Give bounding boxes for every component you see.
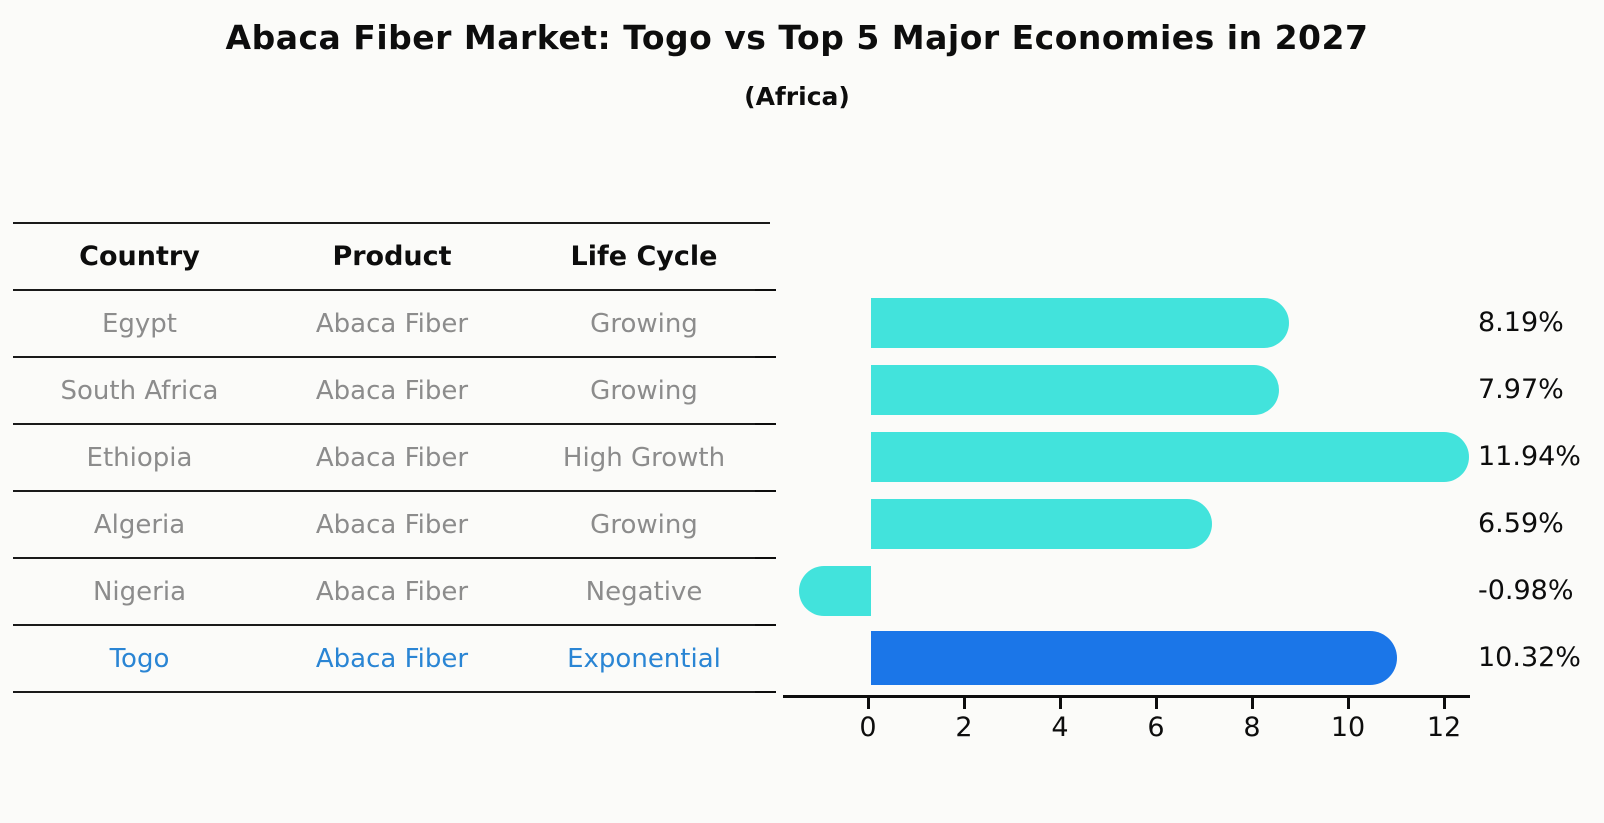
- value-label-south-africa: 7.97%: [1478, 373, 1564, 405]
- page-subtitle: (Africa): [744, 82, 850, 111]
- table-row-cell-country: Ethiopia: [86, 442, 193, 473]
- value-label-nigeria: -0.98%: [1478, 574, 1574, 606]
- table-row-cell-country: Egypt: [101, 308, 178, 339]
- table-header-row-cell-life-cycle: Life Cycle: [570, 241, 718, 272]
- y-axis-tick: [755, 624, 776, 626]
- bar-algeria: [871, 498, 1213, 549]
- x-axis-tick-label: 4: [1051, 712, 1069, 743]
- x-axis-tick: [1346, 698, 1350, 709]
- y-axis-tick: [755, 356, 776, 358]
- table-row-highlight: Togo Abaca Fiber Exponential: [13, 626, 770, 693]
- x-axis-tick: [866, 698, 870, 709]
- table-row-cell-product: Abaca Fiber: [315, 509, 469, 540]
- data-table: Country Product Life Cycle Egypt Abaca Fiber…: [13, 222, 770, 693]
- table-row-cell-life-cycle: Growing: [590, 308, 698, 339]
- table-row-cell-life-cycle: Growing: [590, 375, 698, 406]
- table-header-row-cell-product: Product: [332, 241, 452, 272]
- table-row-cell-country: Algeria: [93, 509, 186, 540]
- table-header-row: Country Product Life Cycle: [13, 224, 770, 291]
- table-row: Algeria Abaca Fiber Growing: [13, 492, 770, 559]
- x-axis-tick-label: 12: [1426, 712, 1462, 743]
- table-row-highlight-cell-product: Abaca Fiber: [315, 643, 469, 674]
- y-axis-tick: [755, 423, 776, 425]
- table-row-cell-country: South Africa: [60, 375, 219, 406]
- bar-egypt: [871, 297, 1290, 348]
- value-label-egypt: 8.19%: [1478, 306, 1564, 338]
- table-row-cell-life-cycle: High Growth: [562, 442, 726, 473]
- table-row: Nigeria Abaca Fiber Negative: [13, 559, 770, 626]
- x-axis-tick-label: 6: [1147, 712, 1165, 743]
- x-axis-tick: [962, 698, 966, 709]
- table-row-cell-product: Abaca Fiber: [315, 308, 469, 339]
- table-row-cell-country: Nigeria: [92, 576, 187, 607]
- table-header-row-cell-country: Country: [79, 241, 200, 272]
- bar-ethiopia: [871, 431, 1470, 482]
- y-axis-tick: [755, 557, 776, 559]
- x-axis-tick-label: 8: [1243, 712, 1261, 743]
- value-label-togo: 10.32%: [1478, 641, 1581, 673]
- x-axis-tick: [1058, 698, 1062, 709]
- value-label-algeria: 6.59%: [1478, 507, 1564, 539]
- y-axis-tick: [755, 490, 776, 492]
- x-axis-tick-label: 0: [859, 712, 877, 743]
- value-label-ethiopia: 11.94%: [1478, 440, 1581, 472]
- table-row: Ethiopia Abaca Fiber High Growth: [13, 425, 770, 492]
- table-row-cell-product: Abaca Fiber: [315, 442, 469, 473]
- table-row-cell-life-cycle: Negative: [585, 576, 703, 607]
- table-row-highlight-cell-life-cycle: Exponential: [567, 643, 721, 674]
- bar-nigeria: [798, 565, 871, 616]
- page-title: Abaca Fiber Market: Togo vs Top 5 Major …: [225, 18, 1369, 57]
- table-row-cell-life-cycle: Growing: [590, 509, 698, 540]
- x-axis-tick: [1250, 698, 1254, 709]
- table-row-cell-product: Abaca Fiber: [315, 375, 469, 406]
- table-row: South Africa Abaca Fiber Growing: [13, 358, 770, 425]
- x-axis-tick: [1154, 698, 1158, 709]
- y-axis-tick: [755, 289, 776, 291]
- table-row: Egypt Abaca Fiber Growing: [13, 291, 770, 358]
- x-axis-tick: [1442, 698, 1446, 709]
- table-row-highlight-cell-country: Togo: [109, 643, 170, 674]
- bar-south-africa: [871, 364, 1279, 415]
- y-axis-tick: [755, 691, 776, 693]
- bar-chart: 0 2 4 6 8 10 12: [755, 270, 1470, 743]
- bar-highlight-togo: [871, 630, 1398, 685]
- x-axis-tick-label: 2: [955, 712, 973, 743]
- x-axis-tick-label: 10: [1330, 712, 1366, 743]
- table-row-cell-product: Abaca Fiber: [315, 576, 469, 607]
